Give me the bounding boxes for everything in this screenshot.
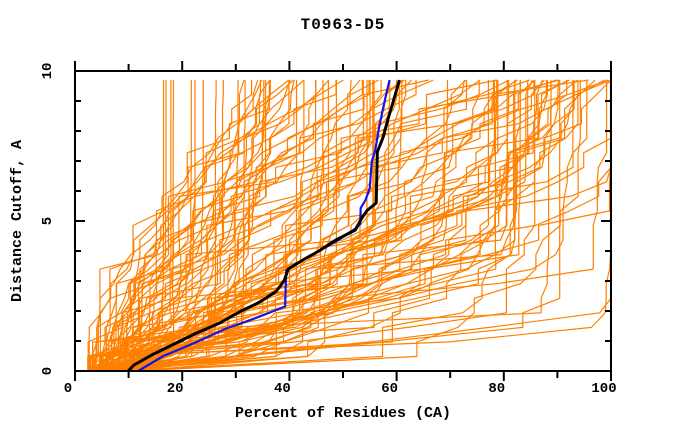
x-tick-label: 20	[167, 381, 184, 397]
model-line-orange	[97, 80, 561, 372]
model-line-orange	[104, 80, 271, 372]
model-line-orange	[87, 79, 530, 372]
x-tick-label: 80	[488, 381, 505, 397]
model-line-orange	[94, 79, 361, 372]
model-line-orange	[93, 80, 588, 372]
x-tick-label: 100	[591, 381, 616, 397]
model-line-orange	[90, 80, 489, 372]
model-line-orange	[135, 80, 374, 372]
x-tick-label: 0	[64, 381, 72, 397]
model-line-orange	[135, 80, 400, 372]
model-line-orange	[125, 80, 403, 372]
x-tick-label: 40	[274, 381, 291, 397]
model-line-orange	[89, 79, 192, 372]
model-line-orange	[133, 80, 329, 372]
model-line-orange	[91, 80, 324, 371]
model-line-orange	[90, 80, 529, 371]
model-line-orange	[91, 79, 578, 372]
model-line-orange	[99, 79, 560, 372]
y-tick-labels: 0 5 10	[40, 63, 56, 376]
model-line-orange	[105, 79, 271, 372]
model-line-orange	[97, 79, 344, 372]
model-line-orange	[125, 80, 167, 372]
model-line-orange	[88, 79, 380, 371]
model-line-orange	[102, 80, 468, 371]
model-line-orange	[100, 80, 270, 372]
x-tick-labels: 0 20 40 60 80 100	[64, 381, 617, 397]
model-line-black	[127, 79, 401, 372]
model-line-orange	[99, 80, 516, 372]
model-line-orange	[122, 80, 267, 371]
model-line-orange	[92, 79, 404, 372]
y-tick-label: 5	[40, 217, 56, 225]
model-line-orange	[125, 80, 417, 371]
model-line-orange	[100, 80, 305, 371]
model-line-orange	[123, 80, 548, 371]
axis-ticks	[74, 61, 612, 381]
model-line-orange	[126, 79, 290, 371]
model-line-orange	[106, 80, 298, 372]
x-axis-label: Percent of Residues (CA)	[235, 405, 451, 422]
y-tick-label: 10	[40, 63, 56, 80]
model-line-orange	[103, 80, 407, 372]
y-tick-label: 0	[40, 367, 56, 375]
plot-title: T0963-D5	[301, 16, 386, 34]
model-line-orange	[129, 80, 391, 371]
model-line-orange	[88, 79, 295, 372]
model-line-orange	[126, 80, 579, 372]
y-axis-label: Distance Cutoff, A	[9, 140, 26, 302]
model-line-orange	[99, 79, 569, 372]
model-line-orange	[124, 80, 575, 372]
model-line-orange	[100, 80, 574, 371]
model-line-orange	[107, 80, 568, 371]
model-line-orange	[117, 80, 172, 372]
model-line-orange	[87, 80, 224, 372]
orange-model-curves-group	[87, 79, 612, 372]
model-line-orange	[113, 79, 330, 372]
highlighted-model-curves-group	[127, 79, 401, 372]
model-line-orange	[101, 80, 574, 372]
model-line-orange	[100, 80, 375, 372]
model-line-orange	[117, 80, 535, 371]
model-line-orange	[104, 79, 609, 372]
model-line-orange	[106, 80, 290, 372]
model-line-orange	[123, 79, 557, 372]
model-line-orange	[136, 80, 499, 372]
model-line-orange	[115, 80, 495, 372]
model-line-orange	[135, 79, 545, 372]
model-line-orange	[112, 79, 434, 371]
model-line-orange	[133, 80, 495, 372]
model-line-orange	[121, 80, 317, 372]
model-line-orange	[88, 79, 560, 372]
model-line-orange	[105, 79, 570, 372]
model-line-orange	[127, 80, 165, 372]
model-line-orange	[94, 79, 259, 371]
model-line-orange	[132, 80, 480, 372]
x-tick-label: 60	[381, 381, 398, 397]
